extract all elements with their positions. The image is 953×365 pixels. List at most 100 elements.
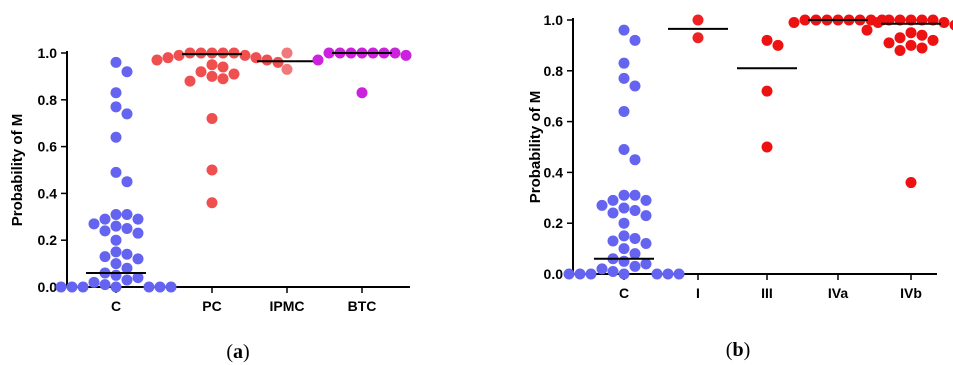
data-point — [761, 141, 773, 153]
data-point — [905, 39, 917, 51]
x-tick-label: C — [619, 285, 629, 301]
x-tick-label: PC — [202, 298, 221, 314]
y-tick-label: 0.0 — [544, 266, 564, 282]
chart-panel-a: 0.0 0.2 0.4 0.6 0.8 1.0 Probability of M C PC IPM… — [9, 45, 412, 363]
data-point — [618, 243, 630, 255]
data-point — [88, 276, 100, 288]
data-point — [110, 131, 122, 143]
data-point — [607, 194, 619, 206]
data-point — [110, 234, 122, 246]
data-point — [761, 34, 773, 46]
data-point — [281, 47, 293, 59]
data-point — [110, 258, 122, 270]
data-point — [132, 253, 144, 265]
data-point — [99, 279, 111, 291]
data-point — [618, 268, 630, 280]
data-point — [173, 49, 185, 61]
data-point — [66, 281, 78, 293]
y-tick-label: 0.0 — [38, 279, 58, 295]
data-point — [618, 255, 630, 267]
x-tick-label: IPMC — [270, 298, 305, 314]
y-tick-label: 0.4 — [38, 185, 58, 201]
data-point — [894, 44, 906, 56]
data-point — [629, 34, 641, 46]
data-point — [629, 189, 641, 201]
data-point — [640, 238, 652, 250]
y-tick-label: 0.4 — [544, 164, 564, 180]
data-point — [618, 144, 630, 156]
x-tick-label: I — [696, 285, 700, 301]
data-point — [217, 61, 229, 73]
y-tick-label: 0.6 — [38, 139, 58, 155]
x-tick-label: IVb — [900, 285, 922, 301]
data-point — [143, 281, 155, 293]
data-point — [121, 248, 133, 260]
data-point — [261, 54, 273, 66]
data-point — [121, 108, 133, 120]
data-point — [110, 220, 122, 232]
data-point — [585, 268, 597, 280]
data-point — [905, 14, 917, 26]
data-point — [206, 70, 218, 82]
data-point — [165, 281, 177, 293]
data-point — [916, 42, 928, 54]
data-point — [938, 17, 950, 29]
data-point — [916, 29, 928, 41]
y-tick-label: 1.0 — [38, 45, 58, 61]
data-point — [883, 14, 895, 26]
data-point — [673, 268, 685, 280]
x-tick-label: III — [761, 285, 773, 301]
data-point — [618, 105, 630, 117]
data-point — [629, 154, 641, 166]
data-point — [788, 17, 800, 29]
data-point — [905, 27, 917, 39]
data-point — [799, 14, 811, 26]
data-point — [184, 47, 196, 59]
data-point — [596, 199, 608, 211]
data-point — [916, 14, 928, 26]
data-point — [228, 68, 240, 80]
data-point — [629, 80, 641, 92]
data-point — [389, 47, 401, 59]
data-point — [121, 274, 133, 286]
data-point — [110, 166, 122, 178]
data-point — [927, 34, 939, 46]
x-tick-label: BTC — [348, 298, 377, 314]
data-point — [110, 56, 122, 68]
data-point — [323, 47, 335, 59]
data-point — [281, 63, 293, 75]
data-point — [217, 73, 229, 85]
y-tick-label: 0.2 — [38, 232, 58, 248]
data-point — [151, 54, 163, 66]
data-point — [206, 47, 218, 59]
data-point — [872, 17, 884, 29]
data-point — [618, 57, 630, 69]
data-point — [239, 49, 251, 61]
data-point — [132, 213, 144, 225]
data-point — [629, 232, 641, 244]
data-point — [77, 281, 89, 293]
data-point — [121, 262, 133, 274]
data-point — [121, 208, 133, 220]
x-tick-label: C — [111, 298, 121, 314]
data-point — [651, 268, 663, 280]
data-point — [400, 49, 412, 61]
data-point — [121, 176, 133, 188]
panel-label: (a) — [226, 341, 249, 363]
data-point — [640, 258, 652, 270]
data-point — [761, 85, 773, 97]
data-point — [905, 177, 917, 189]
data-point — [110, 87, 122, 99]
data-point — [121, 223, 133, 234]
data-point — [692, 32, 704, 44]
y-axis-title: Probability of M — [527, 91, 544, 204]
data-point — [618, 217, 630, 229]
data-point — [184, 75, 196, 87]
data-point — [574, 268, 586, 280]
y-tick-label: 0.8 — [544, 63, 564, 79]
data-point — [110, 281, 122, 293]
data-point — [618, 202, 630, 214]
panel-label: (b) — [726, 339, 750, 361]
data-point — [272, 56, 284, 68]
